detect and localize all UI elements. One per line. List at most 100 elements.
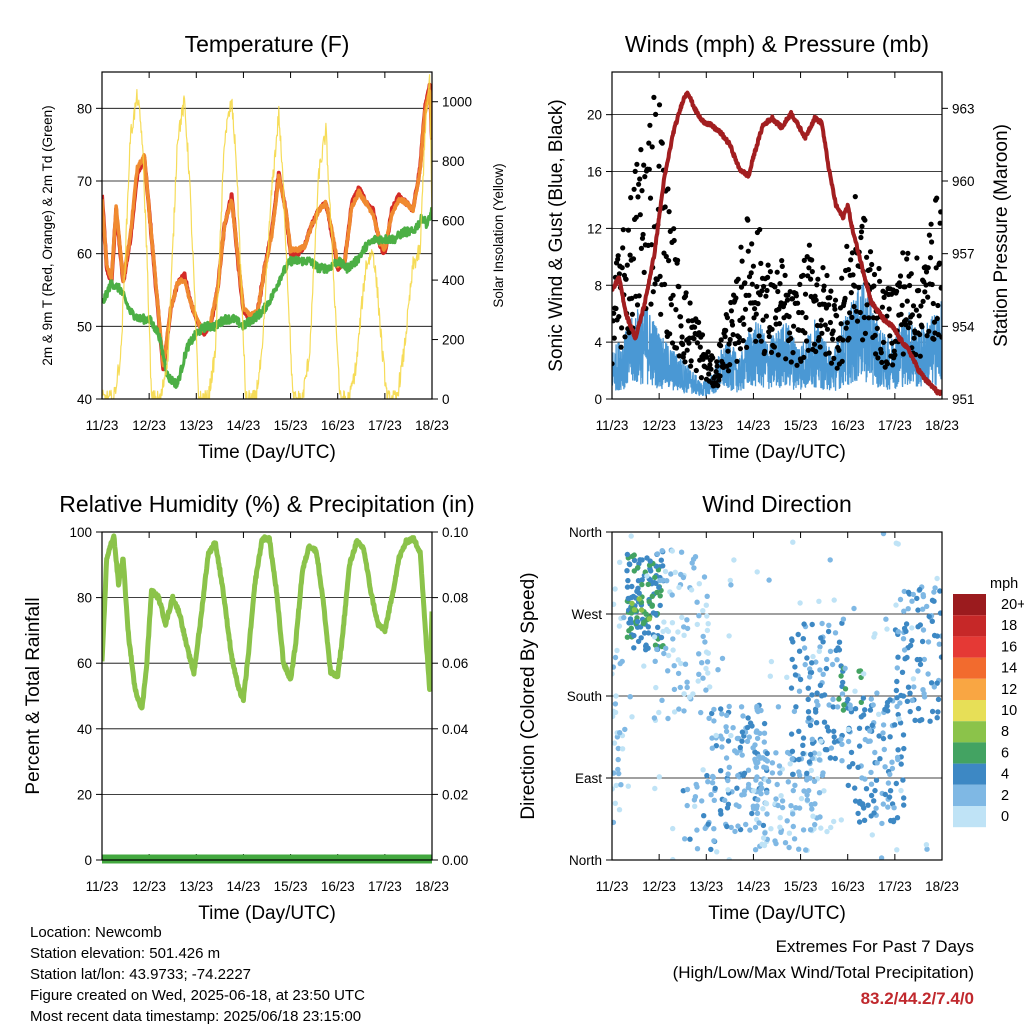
direction-point <box>823 665 830 672</box>
direction-point <box>747 827 753 833</box>
gust-point <box>688 363 694 369</box>
direction-point <box>713 743 719 749</box>
x-tick-label: 16/23 <box>831 879 865 894</box>
direction-point <box>895 541 901 547</box>
gust-point <box>714 363 720 369</box>
gust-point <box>806 265 812 271</box>
gust-point <box>676 353 682 359</box>
gust-point <box>897 283 903 289</box>
gust-point <box>748 270 754 276</box>
direction-point <box>845 782 851 789</box>
gust-point <box>772 315 779 321</box>
direction-point <box>934 575 940 582</box>
gust-point <box>801 257 807 263</box>
direction-point <box>727 577 733 584</box>
gust-point <box>760 317 766 323</box>
direction-point <box>758 781 764 787</box>
direction-point <box>880 532 887 537</box>
direction-point <box>818 825 824 831</box>
gust-point <box>938 209 942 215</box>
gust-point <box>890 362 896 368</box>
direction-point <box>672 569 678 575</box>
y-tick-label: 800 <box>442 154 465 169</box>
direction-point <box>806 759 813 765</box>
direction-point <box>649 602 655 608</box>
direction-point <box>631 557 638 564</box>
chart-title: Wind Direction <box>702 491 852 517</box>
x-tick-label: 12/23 <box>642 879 676 894</box>
gust-point <box>658 311 664 317</box>
gust-point <box>616 271 623 277</box>
direction-point <box>700 675 706 681</box>
gust-point <box>847 310 853 316</box>
gust-point <box>881 294 887 300</box>
direction-point <box>816 751 822 757</box>
direction-point <box>703 687 709 693</box>
gust-point <box>677 314 684 320</box>
direction-point <box>660 563 666 569</box>
direction-point <box>702 639 708 645</box>
x-tick-label: 14/23 <box>737 418 771 433</box>
direction-point <box>706 715 712 721</box>
station-latlon: Station lat/lon: 43.9733; -74.2227 <box>30 966 252 983</box>
direction-point <box>679 614 685 621</box>
gust-point <box>758 338 764 344</box>
direction-point <box>626 561 633 567</box>
direction-point <box>626 628 632 634</box>
direction-point <box>860 695 867 701</box>
gust-point <box>649 144 655 150</box>
gust-point <box>618 344 624 350</box>
direction-point <box>887 734 893 740</box>
gust-point <box>817 344 823 350</box>
direction-point <box>808 767 814 774</box>
direction-point <box>804 777 810 783</box>
legend-label: 4 <box>1001 767 1009 783</box>
direction-point <box>711 718 717 724</box>
direction-point <box>711 838 717 844</box>
direction-point <box>828 824 834 831</box>
gust-point <box>826 302 832 308</box>
gust-point <box>746 292 752 298</box>
x-tick-label: 17/23 <box>368 879 402 894</box>
gust-point <box>786 314 792 320</box>
direction-point <box>760 806 766 812</box>
gust-point <box>669 340 676 346</box>
direction-point <box>764 789 770 796</box>
direction-point <box>752 758 759 764</box>
direction-point <box>832 630 839 636</box>
direction-point <box>776 763 783 769</box>
gust-point <box>849 250 856 256</box>
direction-point-group <box>612 586 628 792</box>
direction-point <box>665 652 672 659</box>
direction-point <box>717 733 724 739</box>
direction-point <box>767 673 773 679</box>
direction-point <box>797 676 804 683</box>
y-tick-label: 60 <box>77 656 92 671</box>
chart-panel-1: Temperature (F) Time (Day/UTC) 11/23 12/23 1… <box>40 31 506 463</box>
y-tick-label: South <box>567 689 602 704</box>
y-tick-label: 40 <box>77 392 92 407</box>
gust-point <box>652 281 658 287</box>
direction-point <box>612 701 619 707</box>
x-tick-label: 14/23 <box>737 879 771 894</box>
direction-point <box>709 780 716 786</box>
gust-point <box>763 293 769 299</box>
direction-point <box>656 774 662 780</box>
plot-frame <box>101 531 433 861</box>
direction-point <box>787 761 793 767</box>
direction-point <box>678 549 685 555</box>
chart-panel-3: Relative Humidity (%) & Precipitation (i… <box>23 491 475 924</box>
direction-point <box>728 582 734 588</box>
gust-point <box>892 352 898 358</box>
direction-point <box>873 805 879 811</box>
direction-point <box>678 571 684 578</box>
gust-point <box>838 321 844 327</box>
gust-point <box>797 281 803 287</box>
direction-point <box>699 798 705 804</box>
direction-point <box>807 722 814 728</box>
gust-point <box>775 352 781 358</box>
y-tick-label: 600 <box>442 214 465 229</box>
gust-point <box>769 326 775 332</box>
direction-point <box>726 703 732 710</box>
